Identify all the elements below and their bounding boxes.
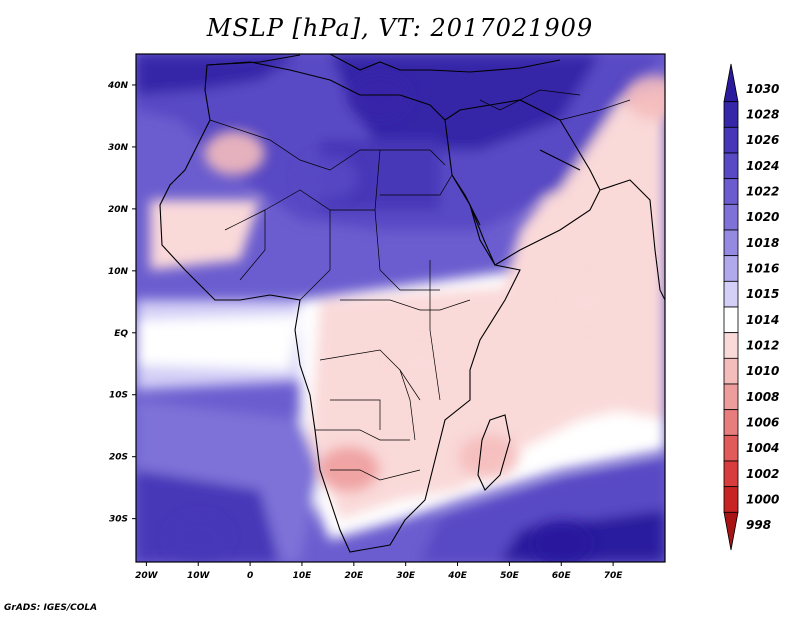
x-tick-label: 10E xyxy=(293,571,313,581)
x-tick-label: 20W xyxy=(135,571,159,581)
india-coastline xyxy=(599,179,665,301)
colorbar-label: 1020 xyxy=(746,210,779,224)
colorbar-swatch xyxy=(723,126,739,154)
y-tick-label: 30N xyxy=(108,143,129,153)
colorbar-swatch xyxy=(723,101,739,128)
x-tick-label: 50E xyxy=(500,571,520,581)
madagascar-coastline xyxy=(477,414,511,491)
x-tick-label: 20E xyxy=(344,571,364,581)
colorbar-label: 998 xyxy=(746,518,771,532)
pressure-south-indian-high xyxy=(531,521,592,562)
colorbar-swatch xyxy=(723,178,739,205)
x-tick-label: 30E xyxy=(396,571,416,581)
colorbar-swatch xyxy=(723,511,739,551)
colorbar-label: 1012 xyxy=(746,339,779,353)
red-sea-coast xyxy=(451,174,481,226)
colorbar-swatch xyxy=(723,332,739,359)
colorbar-label: 1028 xyxy=(746,108,779,122)
field-indian-pink xyxy=(500,90,665,420)
colorbar-swatch xyxy=(723,460,739,488)
pressure-kalahari-low xyxy=(318,447,379,492)
y-tick-label: 20N xyxy=(108,205,129,215)
y-tick-label: 40N xyxy=(107,81,129,91)
pressure-madagascar-low xyxy=(458,434,519,479)
colorbar: 1030 1028 1026 1024 1022 1020 1018 1016 1015 1014… xyxy=(723,63,779,551)
colorbar-swatch xyxy=(723,229,739,257)
pressure-south-atlantic-high xyxy=(168,515,229,560)
pressure-east-africa-trough xyxy=(391,341,452,386)
x-tick-label: 70E xyxy=(604,571,624,581)
europe-coastline xyxy=(206,54,561,73)
y-tick-label: 10N xyxy=(108,267,129,277)
y-axis: 40N 30N 20N 10N EQ 10S 20S 30S xyxy=(107,81,136,525)
pressure-arabian-sea-trough xyxy=(557,279,618,324)
map-frame xyxy=(135,53,666,563)
y-tick-label: 30S xyxy=(109,515,128,525)
colorbar-label: 1024 xyxy=(746,159,779,173)
coastlines xyxy=(159,54,665,553)
colorbar-swatch xyxy=(723,152,739,180)
pressure-field xyxy=(136,54,665,562)
colorbar-label: 1002 xyxy=(746,467,779,481)
y-tick-label: EQ xyxy=(114,329,128,339)
colorbar-swatch xyxy=(723,434,739,462)
colorbar-swatch xyxy=(723,203,739,231)
field-westafrica-pink xyxy=(150,200,260,270)
colorbar-swatch xyxy=(723,280,739,308)
colorbar-swatch xyxy=(723,63,739,103)
colorbar-label: 1004 xyxy=(746,441,779,455)
y-tick-label: 10S xyxy=(109,391,128,401)
colorbar-swatch xyxy=(723,409,739,436)
colorbar-swatch xyxy=(723,306,739,334)
persian-gulf-coast xyxy=(539,149,581,171)
grads-credit: GrADS: IGES/COLA xyxy=(4,603,98,613)
colorbar-label: 1008 xyxy=(746,390,779,404)
field-north-core xyxy=(330,54,600,150)
colorbar-label: 1030 xyxy=(746,82,779,96)
y-tick-label: 20S xyxy=(109,453,128,463)
colorbar-label: 1016 xyxy=(746,262,779,276)
pressure-subtropical-high-north xyxy=(349,75,410,120)
colorbar-label: 1018 xyxy=(746,236,779,250)
colorbar-label: 1006 xyxy=(746,416,779,430)
x-axis: 20W 10W 0 10E 20E 30E 40E 50E 60E 70E xyxy=(135,562,623,581)
colorbar-label: 1014 xyxy=(746,313,779,327)
colorbar-swatch xyxy=(723,255,739,282)
colorbar-swatch xyxy=(723,357,739,385)
colorbar-label: 1022 xyxy=(746,185,779,199)
arabia-coastline xyxy=(444,99,601,266)
colorbar-swatch xyxy=(723,486,739,513)
colorbar-label: 1026 xyxy=(746,133,779,147)
field-atlantic-white xyxy=(136,315,300,370)
colorbar-swatch xyxy=(723,383,739,411)
pressure-pakistan-low xyxy=(624,75,665,120)
x-tick-label: 40E xyxy=(447,571,468,581)
x-tick-label: 60E xyxy=(552,571,572,581)
x-tick-label: 0 xyxy=(247,571,253,581)
borders xyxy=(209,89,631,481)
pressure-sahara-high xyxy=(297,155,358,200)
pressure-mali-low xyxy=(204,131,265,176)
colorbar-label: 1010 xyxy=(746,364,779,378)
x-tick-label: 10W xyxy=(187,571,211,581)
colorbar-label: 1000 xyxy=(746,493,779,507)
colorbar-label: 1015 xyxy=(746,287,779,301)
chart-title: MSLP [hPa], VT: 2017021909 xyxy=(206,14,594,42)
